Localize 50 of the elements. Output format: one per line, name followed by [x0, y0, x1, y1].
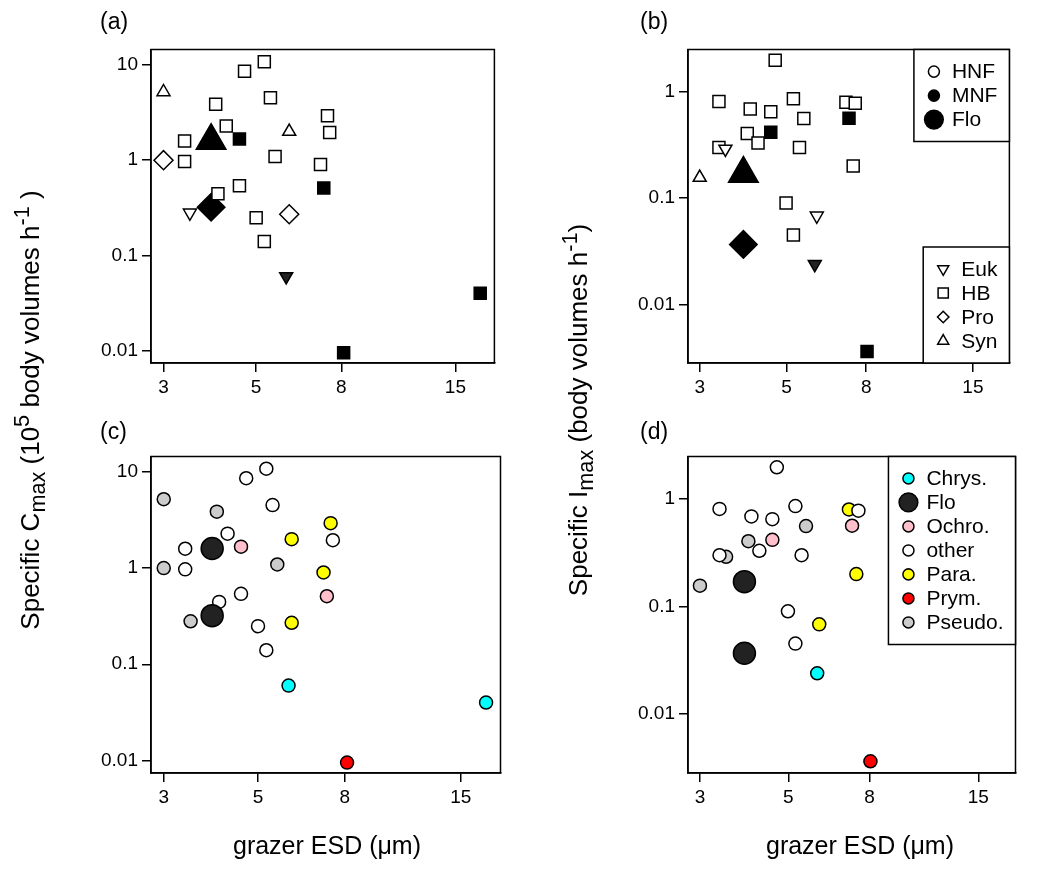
legend-label: Ochro.: [926, 514, 990, 538]
y-tick-label: 1: [664, 80, 675, 102]
x-tick-label: 3: [694, 375, 705, 397]
y-tick-label: 0.01: [101, 748, 138, 770]
legend-label: Para.: [926, 562, 977, 586]
y-tick-label: 10: [116, 460, 138, 482]
chart-title: (a): [100, 8, 129, 35]
x-tick-label: 8: [860, 375, 872, 397]
y-tick-label: 0.1: [648, 186, 675, 208]
x-tick-label: 8: [339, 785, 351, 807]
legend-label: Syn: [961, 328, 998, 352]
legend-label: Prym.: [926, 586, 982, 610]
x-tick-label: 5: [781, 375, 792, 397]
legend-label: other: [926, 538, 975, 562]
legend-label: MNF: [951, 83, 998, 107]
y-tick-label: 0.01: [638, 292, 675, 314]
x-tick-label: 8: [864, 785, 875, 807]
chart-title: (d): [640, 418, 669, 445]
x-tick-label: 3: [158, 375, 169, 397]
x-tick-label: 8: [336, 375, 347, 397]
legend-label: HNF: [951, 59, 996, 83]
legend-label: Flo: [951, 107, 982, 131]
legend-label: Pseudo.: [926, 610, 1004, 634]
x-tick-label: 15: [444, 375, 466, 397]
y-tick-label: 0.1: [111, 243, 138, 265]
y-tick-label: 0.01: [101, 338, 138, 360]
y-tick-label: 0.01: [638, 701, 675, 723]
y-tick-label: 1: [664, 487, 675, 509]
legend-label: Flo: [926, 490, 956, 514]
x-tick-label: 15: [962, 375, 984, 397]
legend-label: Euk: [961, 256, 998, 280]
x-tick-label: 3: [694, 785, 706, 807]
chart-title: (b): [640, 8, 669, 35]
y-tick-label: 1: [127, 148, 138, 170]
chart-title: (c): [100, 418, 127, 445]
legend-label: Chrys.: [926, 466, 988, 490]
x-tick-label: 3: [158, 785, 170, 807]
x-axis-title: grazer ESD (μm): [232, 830, 422, 860]
y-tick-label: 1: [127, 556, 138, 578]
y-tick-label: 0.1: [111, 652, 138, 674]
legend-label: HB: [961, 280, 991, 304]
y-tick-label: 10: [116, 53, 138, 75]
x-tick-label: 5: [250, 375, 262, 397]
x-tick-label: 5: [782, 785, 794, 807]
x-tick-label: 15: [967, 785, 989, 807]
x-axis-title: grazer ESD (μm): [765, 830, 955, 860]
y-tick-label: 0.1: [648, 594, 675, 616]
x-tick-label: 15: [450, 785, 472, 807]
legend-label: Pro: [961, 304, 994, 328]
x-tick-label: 5: [252, 785, 264, 807]
